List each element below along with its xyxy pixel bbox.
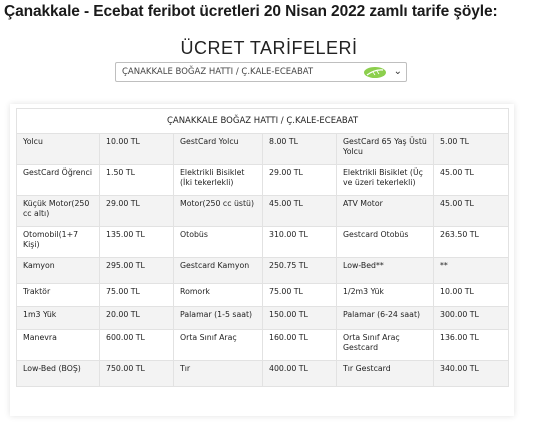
tariff-item-price: 300.00 TL — [432, 306, 510, 330]
tariff-item-label: Low-Bed (BOŞ) — [16, 360, 100, 387]
tariff-item-price: 8.00 TL — [262, 133, 337, 165]
tariff-item-price: 45.00 TL — [432, 195, 510, 227]
tariff-item-price: ** — [432, 257, 510, 284]
table-row: Manevra 600.00 TL Orta Sınıf Araç 160.00 TL… — [16, 329, 510, 361]
tariff-item-label: Kamyon — [16, 257, 100, 284]
tariff-item-label: 1m3 Yük — [16, 306, 100, 330]
table-row: Traktör 75.00 TL Romork 75.00 TL 1/2m3 Yük 10… — [16, 283, 510, 307]
tariff-item-label: Low-Bed** — [336, 257, 434, 284]
tariff-item-label: Elektrikli Bisiklet (Üç ve üzeri tekerle… — [336, 164, 434, 196]
leaf-icon — [364, 67, 386, 78]
tariff-item-price: 75.00 TL — [262, 283, 337, 307]
article-headline: Çanakkale - Ecebat feribot ücretleri 20 … — [4, 3, 498, 20]
tariff-item-price: 600.00 TL — [99, 329, 174, 361]
tariff-item-price: 29.00 TL — [262, 164, 337, 196]
tariff-item-price: 45.00 TL — [432, 164, 510, 196]
tariff-item-label: Yolcu — [16, 133, 100, 165]
tariff-item-label: Orta Sınıf Araç — [173, 329, 263, 361]
tariff-item-price: 10.00 TL — [99, 133, 174, 165]
tariff-item-price: 75.00 TL — [99, 283, 174, 307]
tariff-item-price: 135.00 TL — [99, 226, 174, 258]
tariff-item-label: Manevra — [16, 329, 100, 361]
tariff-item-label: Orta Sınıf Araç Gestcard — [336, 329, 434, 361]
table-row: Kamyon 295.00 TL Gestcard Kamyon 250.75 TL L… — [16, 257, 510, 284]
tariff-item-label: Palamar (1-5 saat) — [173, 306, 263, 330]
table-header: ÇANAKKALE BOĞAZ HATTI / Ç.KALE-ECEABAT — [15, 108, 510, 134]
tariff-item-label: GestCard 65 Yaş Üstü Yolcu — [336, 133, 434, 165]
tariff-item-label: Tır Gestcard — [336, 360, 434, 387]
tariff-item-price: 160.00 TL — [262, 329, 337, 361]
tariff-item-label: Otomobil(1+7 Kişi) — [16, 226, 100, 258]
tariff-table: ÇANAKKALE BOĞAZ HATTI / Ç.KALE-ECEABAT Y… — [15, 108, 510, 387]
tariff-item-label: GestCard Öğrenci — [16, 164, 100, 196]
tariff-item-price: 5.00 TL — [432, 133, 510, 165]
tariff-item-price: 20.00 TL — [99, 306, 174, 330]
tariff-item-label: Küçük Motor(250 cc altı) — [16, 195, 100, 227]
table-row: Otomobil(1+7 Kişi) 135.00 TL Otobüs 310.00 … — [16, 226, 510, 258]
tariff-item-price: 263.50 TL — [432, 226, 510, 258]
route-select-value: ÇANAKKALE BOĞAZ HATTI / Ç.KALE-ECEABAT — [122, 67, 314, 77]
table-row: GestCard Öğrenci 1.50 TL Elektrikli Bisikl… — [16, 164, 510, 196]
tariff-item-price: 10.00 TL — [432, 283, 510, 307]
tariff-item-price: 400.00 TL — [262, 360, 337, 387]
tariff-item-price: 340.00 TL — [432, 360, 510, 387]
chevron-down-icon: ⌄ — [393, 66, 402, 77]
tariff-item-price: 29.00 TL — [99, 195, 174, 227]
tariff-item-label: Elektrikli Bisiklet (İki tekerlekli) — [173, 164, 263, 196]
tariff-item-label: Gestcard Otobüs — [336, 226, 434, 258]
tariff-item-label: Palamar (6-24 saat) — [336, 306, 434, 330]
table-row: Küçük Motor(250 cc altı) 29.00 TL Motor(25… — [16, 195, 510, 227]
tariff-item-label: Traktör — [16, 283, 100, 307]
table-row: Low-Bed (BOŞ) 750.00 TL Tır 400.00 TL Tır Ge… — [16, 360, 510, 387]
tariff-item-label: Romork — [173, 283, 263, 307]
tariff-item-price: 295.00 TL — [99, 257, 174, 284]
table-row: 1m3 Yük 20.00 TL Palamar (1-5 saat) 150.00 … — [16, 306, 510, 330]
route-select[interactable]: ÇANAKKALE BOĞAZ HATTI / Ç.KALE-ECEABAT ⌄ — [115, 62, 407, 82]
tariff-item-price: 250.75 TL — [262, 257, 337, 284]
tariff-item-price: 136.00 TL — [432, 329, 510, 361]
tariff-item-label: 1/2m3 Yük — [336, 283, 434, 307]
tariff-item-price: 750.00 TL — [99, 360, 174, 387]
tariff-item-label: Motor(250 cc üstü) — [173, 195, 263, 227]
table-row: Yolcu 10.00 TL GestCard Yolcu 8.00 TL GestCa… — [16, 133, 510, 165]
tariff-item-label: Otobüs — [173, 226, 263, 258]
tariff-item-label: Tır — [173, 360, 263, 387]
tariff-item-label: ATV Motor — [336, 195, 434, 227]
tariff-item-price: 1.50 TL — [99, 164, 174, 196]
tariff-item-label: Gestcard Kamyon — [173, 257, 263, 284]
page-title: ÜCRET TARİFELERİ — [180, 38, 358, 58]
tariff-item-price: 45.00 TL — [262, 195, 337, 227]
tariff-item-label: GestCard Yolcu — [173, 133, 263, 165]
tariff-item-price: 150.00 TL — [262, 306, 337, 330]
tariff-item-price: 310.00 TL — [262, 226, 337, 258]
